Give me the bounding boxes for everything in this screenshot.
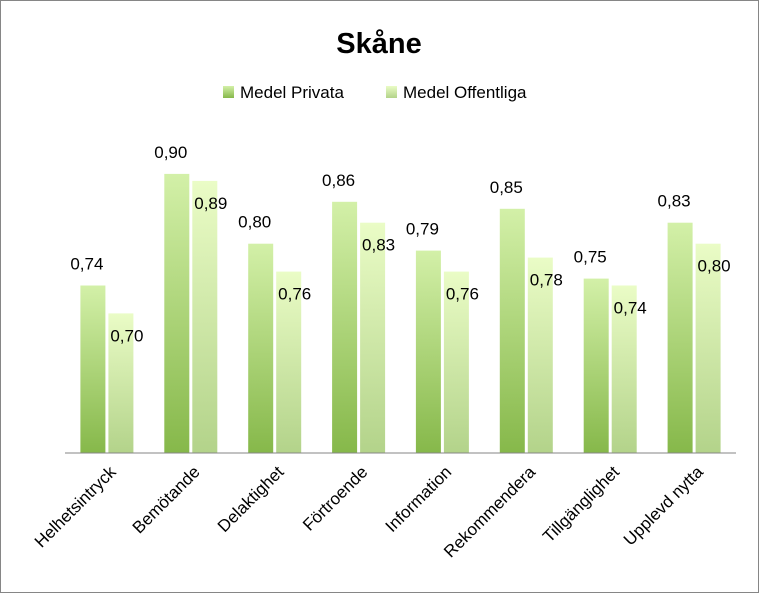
value-label-medel-privata-information: 0,79 [406,220,439,239]
category-label-helhetsintryck: Helhetsintryck [31,462,120,551]
legend-swatch-medel-offentliga [386,86,397,98]
category-label-upplevd-nytta: Upplevd nytta [620,462,707,549]
category-label-fortroende: Förtroende [299,462,371,534]
legend: Medel Privata Medel Offentliga [223,83,527,102]
legend-label-medel-offentliga: Medel Offentliga [403,83,527,102]
bar-medel-privata-helhetsintryck [80,285,106,453]
bar-medel-offentliga-rekommendera [527,257,553,453]
bar-medel-privata-delaktighet [248,243,274,453]
value-label-medel-offentliga-rekommendera: 0,78 [530,271,563,290]
bar-medel-offentliga-tillganglighet [611,285,637,453]
value-label-medel-privata-fortroende: 0,86 [322,171,355,190]
bar-medel-offentliga-information [443,271,469,453]
bar-medel-offentliga-bemotande [192,180,218,453]
value-label-medel-offentliga-fortroende: 0,83 [362,236,395,255]
value-label-medel-offentliga-helhetsintryck: 0,70 [110,326,143,345]
bar-medel-privata-fortroende [332,201,358,453]
bar-medel-offentliga-upplevd-nytta [695,243,721,453]
value-label-medel-privata-delaktighet: 0,80 [238,213,271,232]
legend-swatch-medel-privata [223,86,234,98]
value-label-medel-offentliga-upplevd-nytta: 0,80 [698,257,731,276]
category-label-tillganglighet: Tillgänglighet [539,462,623,546]
category-label-information: Information [382,462,456,536]
value-labels: 0,74 0,70 0,90 0,89 0,80 0,76 0,86 0,83 0,79 0,76… [70,143,730,346]
value-label-medel-offentliga-delaktighet: 0,76 [278,285,311,304]
legend-label-medel-privata: Medel Privata [240,83,344,102]
category-label-bemotande: Bemötande [129,462,204,537]
value-label-medel-privata-rekommendera: 0,85 [490,178,523,197]
bars [80,173,721,453]
bar-medel-privata-information [415,250,441,453]
value-label-medel-privata-upplevd-nytta: 0,83 [658,192,691,211]
bar-medel-offentliga-delaktighet [276,271,302,453]
category-labels: Helhetsintryck Bemötande Delaktighet Förtro… [31,462,707,561]
bar-medel-offentliga-helhetsintryck [108,313,134,453]
category-label-rekommendera: Rekommendera [440,462,539,561]
value-label-medel-privata-bemotande: 0,90 [154,143,187,162]
bar-medel-privata-bemotande [164,173,190,453]
value-label-medel-offentliga-tillganglighet: 0,74 [614,299,647,318]
category-label-delaktighet: Delaktighet [214,462,288,536]
bar-medel-offentliga-fortroende [360,222,386,453]
bar-medel-privata-upplevd-nytta [667,222,693,453]
chart-title: Skåne [336,28,421,60]
value-label-medel-offentliga-information: 0,76 [446,285,479,304]
value-label-medel-offentliga-bemotande: 0,89 [194,194,227,213]
value-label-medel-privata-tillganglighet: 0,75 [574,248,607,267]
value-label-medel-privata-helhetsintryck: 0,74 [70,255,103,274]
bar-medel-privata-rekommendera [499,208,525,453]
bar-medel-privata-tillganglighet [583,278,609,453]
